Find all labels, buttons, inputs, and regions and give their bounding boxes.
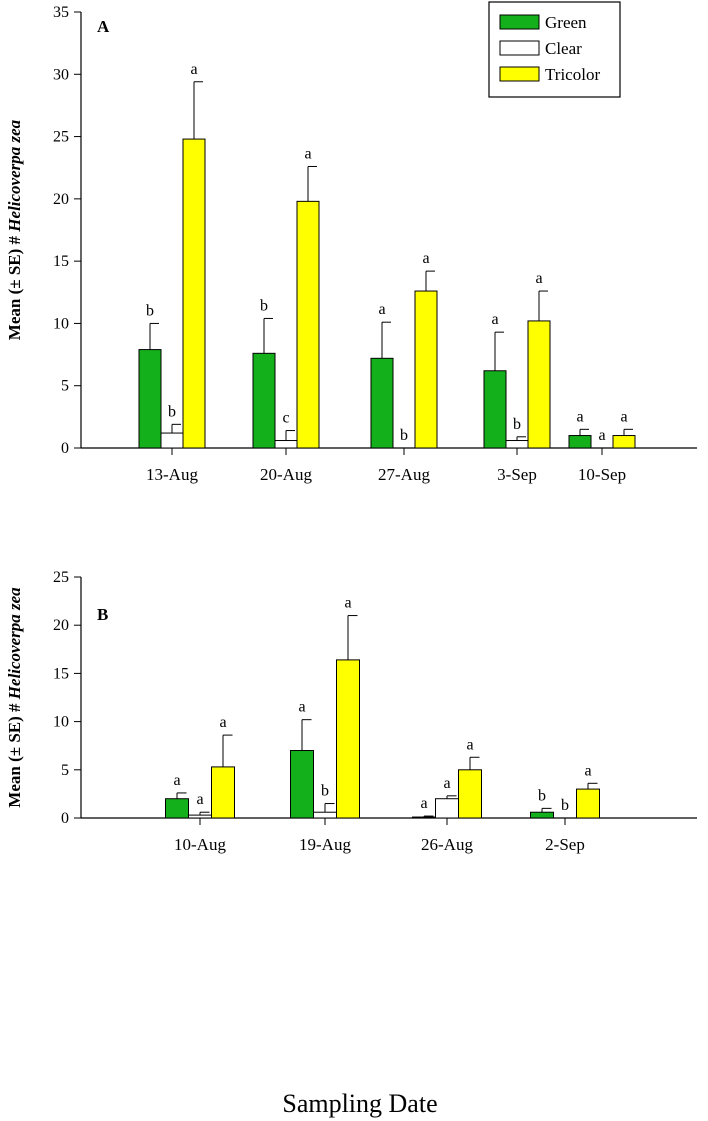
panel-b-bar-green bbox=[530, 811, 554, 819]
panel-a-bar-clear bbox=[274, 440, 298, 449]
panel-b-significance-letter: a bbox=[173, 772, 180, 789]
panel-b-bar-tricolor bbox=[576, 788, 600, 819]
legend-swatch-clear bbox=[499, 40, 540, 56]
panel-b-bar-clear bbox=[313, 811, 337, 819]
panel-a-bar-tricolor bbox=[612, 435, 636, 449]
panel-a-x-tick-label: 3-Sep bbox=[497, 465, 537, 484]
panel-b-bar-tricolor bbox=[336, 659, 360, 819]
panel-b-x-tick-label: 26-Aug bbox=[421, 835, 473, 854]
panel-a-y-tick-label: 0 bbox=[61, 440, 69, 457]
panel-a-x-tick-label: 27-Aug bbox=[378, 465, 430, 484]
panel-a-significance-letter: a bbox=[535, 270, 542, 287]
panel-a-significance-letter: b bbox=[260, 297, 268, 314]
panel-a-bar-green bbox=[568, 435, 592, 449]
legend-swatch-tricolor bbox=[499, 66, 540, 82]
legend-label-tricolor: Tricolor bbox=[545, 65, 600, 84]
panel-b-y-tick-label: 0 bbox=[61, 810, 69, 827]
panel-b-bar-green bbox=[412, 816, 436, 819]
panel-b-y-tick-label: 15 bbox=[53, 665, 69, 682]
panel-b-significance-letter: a bbox=[196, 791, 203, 808]
panel-b-y-tick-label: 20 bbox=[53, 617, 69, 634]
legend-label-clear: Clear bbox=[545, 39, 582, 58]
panel-b-bar-clear bbox=[435, 798, 459, 819]
panel-a-y-tick-label: 30 bbox=[53, 66, 69, 83]
panel-a-bar-clear bbox=[505, 440, 529, 449]
panel-b-x-tick-label: 2-Sep bbox=[545, 835, 585, 854]
panel-a-significance-letter: b bbox=[146, 302, 154, 319]
panel-a-y-tick-label: 10 bbox=[53, 315, 69, 332]
panel-a-y-tick-label: 20 bbox=[53, 191, 69, 208]
panel-a-label: A bbox=[97, 17, 110, 36]
panel-a-y-tick-label: 15 bbox=[53, 253, 69, 270]
panel-b-bar-green bbox=[290, 750, 314, 819]
panel-a-bar-green bbox=[370, 357, 394, 449]
panel-a-significance-letter: b bbox=[168, 403, 176, 420]
panel-a-x-tick-label: 20-Aug bbox=[260, 465, 312, 484]
panel-b-significance-letter: a bbox=[344, 595, 351, 612]
panel-a-bar-tricolor bbox=[527, 320, 551, 449]
panel-a-significance-letter: a bbox=[620, 408, 627, 425]
panel-a-bar-green bbox=[138, 349, 162, 449]
x-axis-title: Sampling Date bbox=[282, 1089, 437, 1118]
panel-b-significance-letter: a bbox=[298, 699, 305, 716]
panel-a-bar-tricolor bbox=[182, 138, 206, 449]
panel-a-significance-letter: a bbox=[378, 301, 385, 318]
panel-b-significance-letter: a bbox=[443, 775, 450, 792]
panel-b-chart: 0 5 10 15 20 25 Mean (± SE) # Helicoverpa zea B… bbox=[5, 569, 697, 854]
panel-a-x-tick-label: 13-Aug bbox=[146, 465, 198, 484]
panel-b-significance-letter: b bbox=[561, 797, 569, 814]
legend-label-green: Green bbox=[545, 13, 587, 32]
panel-a-bar-green bbox=[252, 352, 276, 449]
panel-a-significance-letter: b bbox=[513, 416, 521, 433]
panel-a-significance-letter: a bbox=[190, 61, 197, 78]
panel-a-bar-tricolor bbox=[414, 290, 438, 449]
panel-b-significance-letter: a bbox=[466, 736, 473, 753]
panel-b-y-tick-label: 10 bbox=[53, 714, 69, 731]
panel-a-significance-letter: a bbox=[598, 427, 605, 444]
panel-a-bar-clear bbox=[160, 432, 184, 449]
panel-b-y-tick-label: 25 bbox=[53, 569, 69, 586]
panel-b-bar-tricolor bbox=[211, 766, 235, 819]
panel-b-significance-letter: a bbox=[584, 762, 591, 779]
panel-b-significance-letter: a bbox=[219, 714, 226, 731]
panel-b-significance-letter: b bbox=[538, 787, 546, 804]
panel-b-x-tick-label: 10-Aug bbox=[174, 835, 226, 854]
panel-a-bar-green bbox=[483, 370, 507, 449]
panel-a-bar-tricolor bbox=[296, 200, 320, 449]
panel-a-y-tick-label: 5 bbox=[61, 378, 69, 395]
panel-a-significance-letter: a bbox=[491, 311, 498, 328]
panel-a-y-axis-label: Mean (± SE) # Helicoverpa zea bbox=[5, 119, 24, 340]
panel-a-significance-letter: a bbox=[576, 408, 583, 425]
panel-a-y-tick-label: 35 bbox=[53, 4, 69, 21]
panel-a-significance-letter: c bbox=[282, 410, 289, 427]
panel-b-significance-letter: a bbox=[420, 795, 427, 812]
panel-b-bar-green bbox=[165, 798, 189, 819]
panel-b-significance-letter: b bbox=[321, 783, 329, 800]
panel-b-label: B bbox=[97, 605, 108, 624]
panel-a-significance-letter: a bbox=[304, 145, 311, 162]
legend-swatch-green bbox=[499, 14, 540, 30]
panel-b-x-tick-label: 19-Aug bbox=[299, 835, 351, 854]
panel-a-chart: 0 5 10 15 20 25 30 35 Mean (± SE) # Helicoverpa … bbox=[5, 4, 697, 484]
panel-a-y-tick-label: 25 bbox=[53, 129, 69, 146]
panel-a-x-tick-label: 10-Sep bbox=[578, 465, 626, 484]
panel-a-significance-letter: a bbox=[422, 250, 429, 267]
panel-a-significance-letter: b bbox=[400, 427, 408, 444]
panel-b-bar-clear bbox=[188, 814, 212, 819]
panel-b-y-axis-label: Mean (± SE) # Helicoverpa zea bbox=[5, 587, 24, 808]
panel-b-bar-tricolor bbox=[458, 769, 482, 819]
legend: Green Clear Tricolor bbox=[488, 1, 621, 98]
panel-b-y-tick-label: 5 bbox=[61, 762, 69, 779]
